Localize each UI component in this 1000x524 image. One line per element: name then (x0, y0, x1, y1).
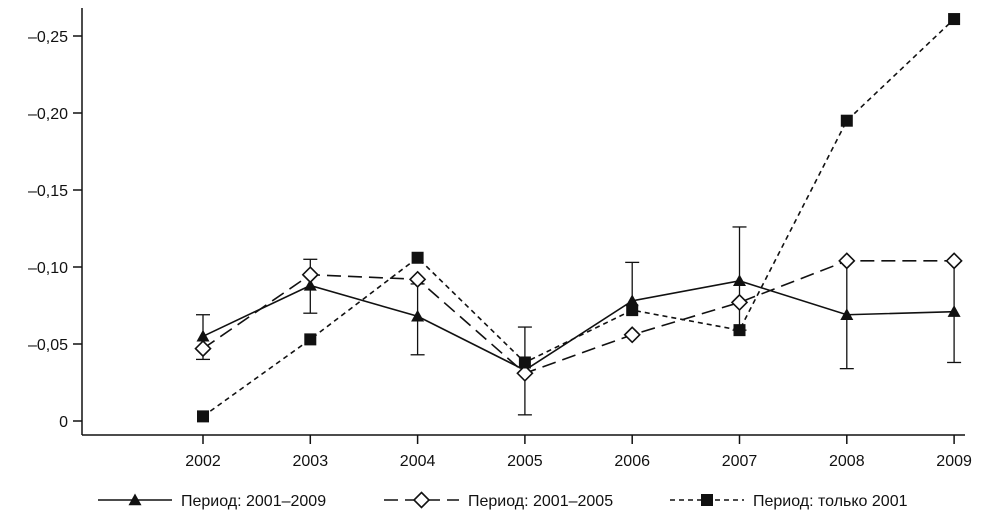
series-1-point (196, 329, 210, 342)
y-tick-label: –0,15 (28, 183, 68, 200)
series-1-point (840, 308, 854, 320)
x-tick-label: 2003 (293, 453, 329, 470)
series-3-point (626, 304, 639, 317)
legend-marker-3 (701, 494, 713, 506)
series-2-point (623, 326, 641, 344)
series-lines (202, 18, 955, 418)
series-3-point (840, 114, 853, 127)
series-2-point (838, 252, 856, 270)
series-line-1 (202, 280, 955, 372)
y-tick-label: –0,25 (28, 29, 68, 46)
series-2-point (730, 293, 749, 312)
y-tick-label: –0,20 (28, 106, 68, 123)
series-3-point (197, 410, 209, 423)
x-axis-ticks: 2002 2003 2004 2005 2006 2007 2008 2009 (185, 435, 972, 470)
legend-marker-1 (128, 493, 142, 506)
x-tick-label: 2005 (507, 453, 543, 470)
x-tick-label: 2009 (936, 453, 972, 470)
series-2-point (408, 270, 427, 288)
series-3-point (518, 356, 531, 369)
series-2-point (516, 364, 534, 382)
y-axis-ticks: 0 –0,05 –0,10 –0,15 –0,20 –0,25 (28, 29, 82, 431)
series-2-point (194, 339, 212, 358)
legend: Период: 2001–2009 Период: 2001–2005 Период… (98, 491, 908, 510)
series-markers (194, 13, 963, 423)
series-3-point (733, 324, 746, 337)
legend-label-1: Период: 2001–2009 (181, 493, 326, 510)
series-line-3 (202, 18, 955, 418)
x-tick-label: 2007 (722, 453, 758, 470)
series-1-point (733, 274, 746, 287)
series-1-point (947, 305, 961, 317)
series-3-point (411, 251, 424, 264)
y-tick-label: 0 (59, 414, 68, 431)
series-3-point (304, 333, 317, 346)
series-1-point (625, 294, 639, 307)
legend-label-3: Период: только 2001 (753, 493, 908, 510)
x-tick-label: 2004 (400, 453, 436, 470)
y-tick-label: –0,10 (28, 260, 68, 277)
series-2-point (301, 266, 319, 284)
x-tick-label: 2008 (829, 453, 865, 470)
series-line-2 (202, 260, 955, 375)
x-tick-label: 2006 (614, 453, 650, 470)
series-1-point (411, 309, 425, 322)
series-3-point (948, 13, 961, 26)
axes (81, 8, 965, 436)
y-tick-label: –0,05 (28, 337, 68, 354)
x-tick-label: 2002 (185, 453, 221, 470)
series-2-point (945, 252, 963, 270)
legend-label-2: Период: 2001–2005 (468, 493, 613, 510)
series-1-point (303, 278, 317, 291)
legend-marker-2 (412, 491, 431, 509)
